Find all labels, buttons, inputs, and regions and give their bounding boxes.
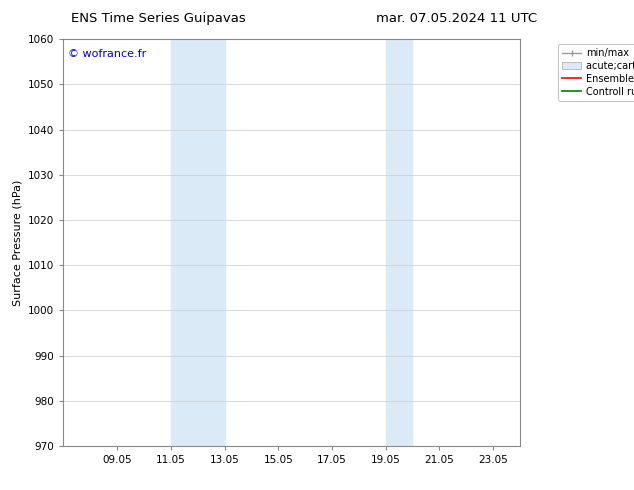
Bar xyxy=(385,39,413,446)
Text: ENS Time Series Guipavas: ENS Time Series Guipavas xyxy=(71,12,246,25)
Text: © wofrance.fr: © wofrance.fr xyxy=(68,49,146,59)
Text: mar. 07.05.2024 11 UTC: mar. 07.05.2024 11 UTC xyxy=(376,12,537,25)
Legend: min/max, acute;cart type, Ensemble mean run, Controll run: min/max, acute;cart type, Ensemble mean … xyxy=(558,44,634,100)
Y-axis label: Surface Pressure (hPa): Surface Pressure (hPa) xyxy=(13,179,23,306)
Bar xyxy=(171,39,224,446)
